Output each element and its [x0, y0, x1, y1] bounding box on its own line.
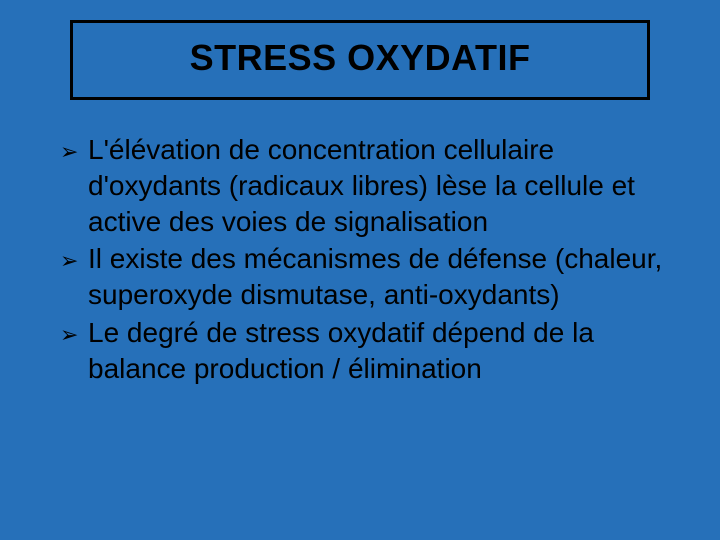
slide: STRESS OXYDATIF ➢ L'élévation de concent…	[0, 0, 720, 540]
bullet-item: ➢ Le degré de stress oxydatif dépend de …	[60, 315, 670, 387]
bullet-icon: ➢	[60, 132, 88, 166]
bullet-item: ➢ L'élévation de concentration cellulair…	[60, 132, 670, 239]
bullet-icon: ➢	[60, 241, 88, 275]
bullet-text: Le degré de stress oxydatif dépend de la…	[88, 315, 670, 387]
bullet-text: L'élévation de concentration cellulaire …	[88, 132, 670, 239]
bullet-text: Il existe des mécanismes de défense (cha…	[88, 241, 670, 313]
title-box: STRESS OXYDATIF	[70, 20, 650, 100]
bullet-icon: ➢	[60, 315, 88, 349]
slide-title: STRESS OXYDATIF	[93, 37, 627, 79]
bullet-item: ➢ Il existe des mécanismes de défense (c…	[60, 241, 670, 313]
slide-body: ➢ L'élévation de concentration cellulair…	[40, 132, 680, 387]
